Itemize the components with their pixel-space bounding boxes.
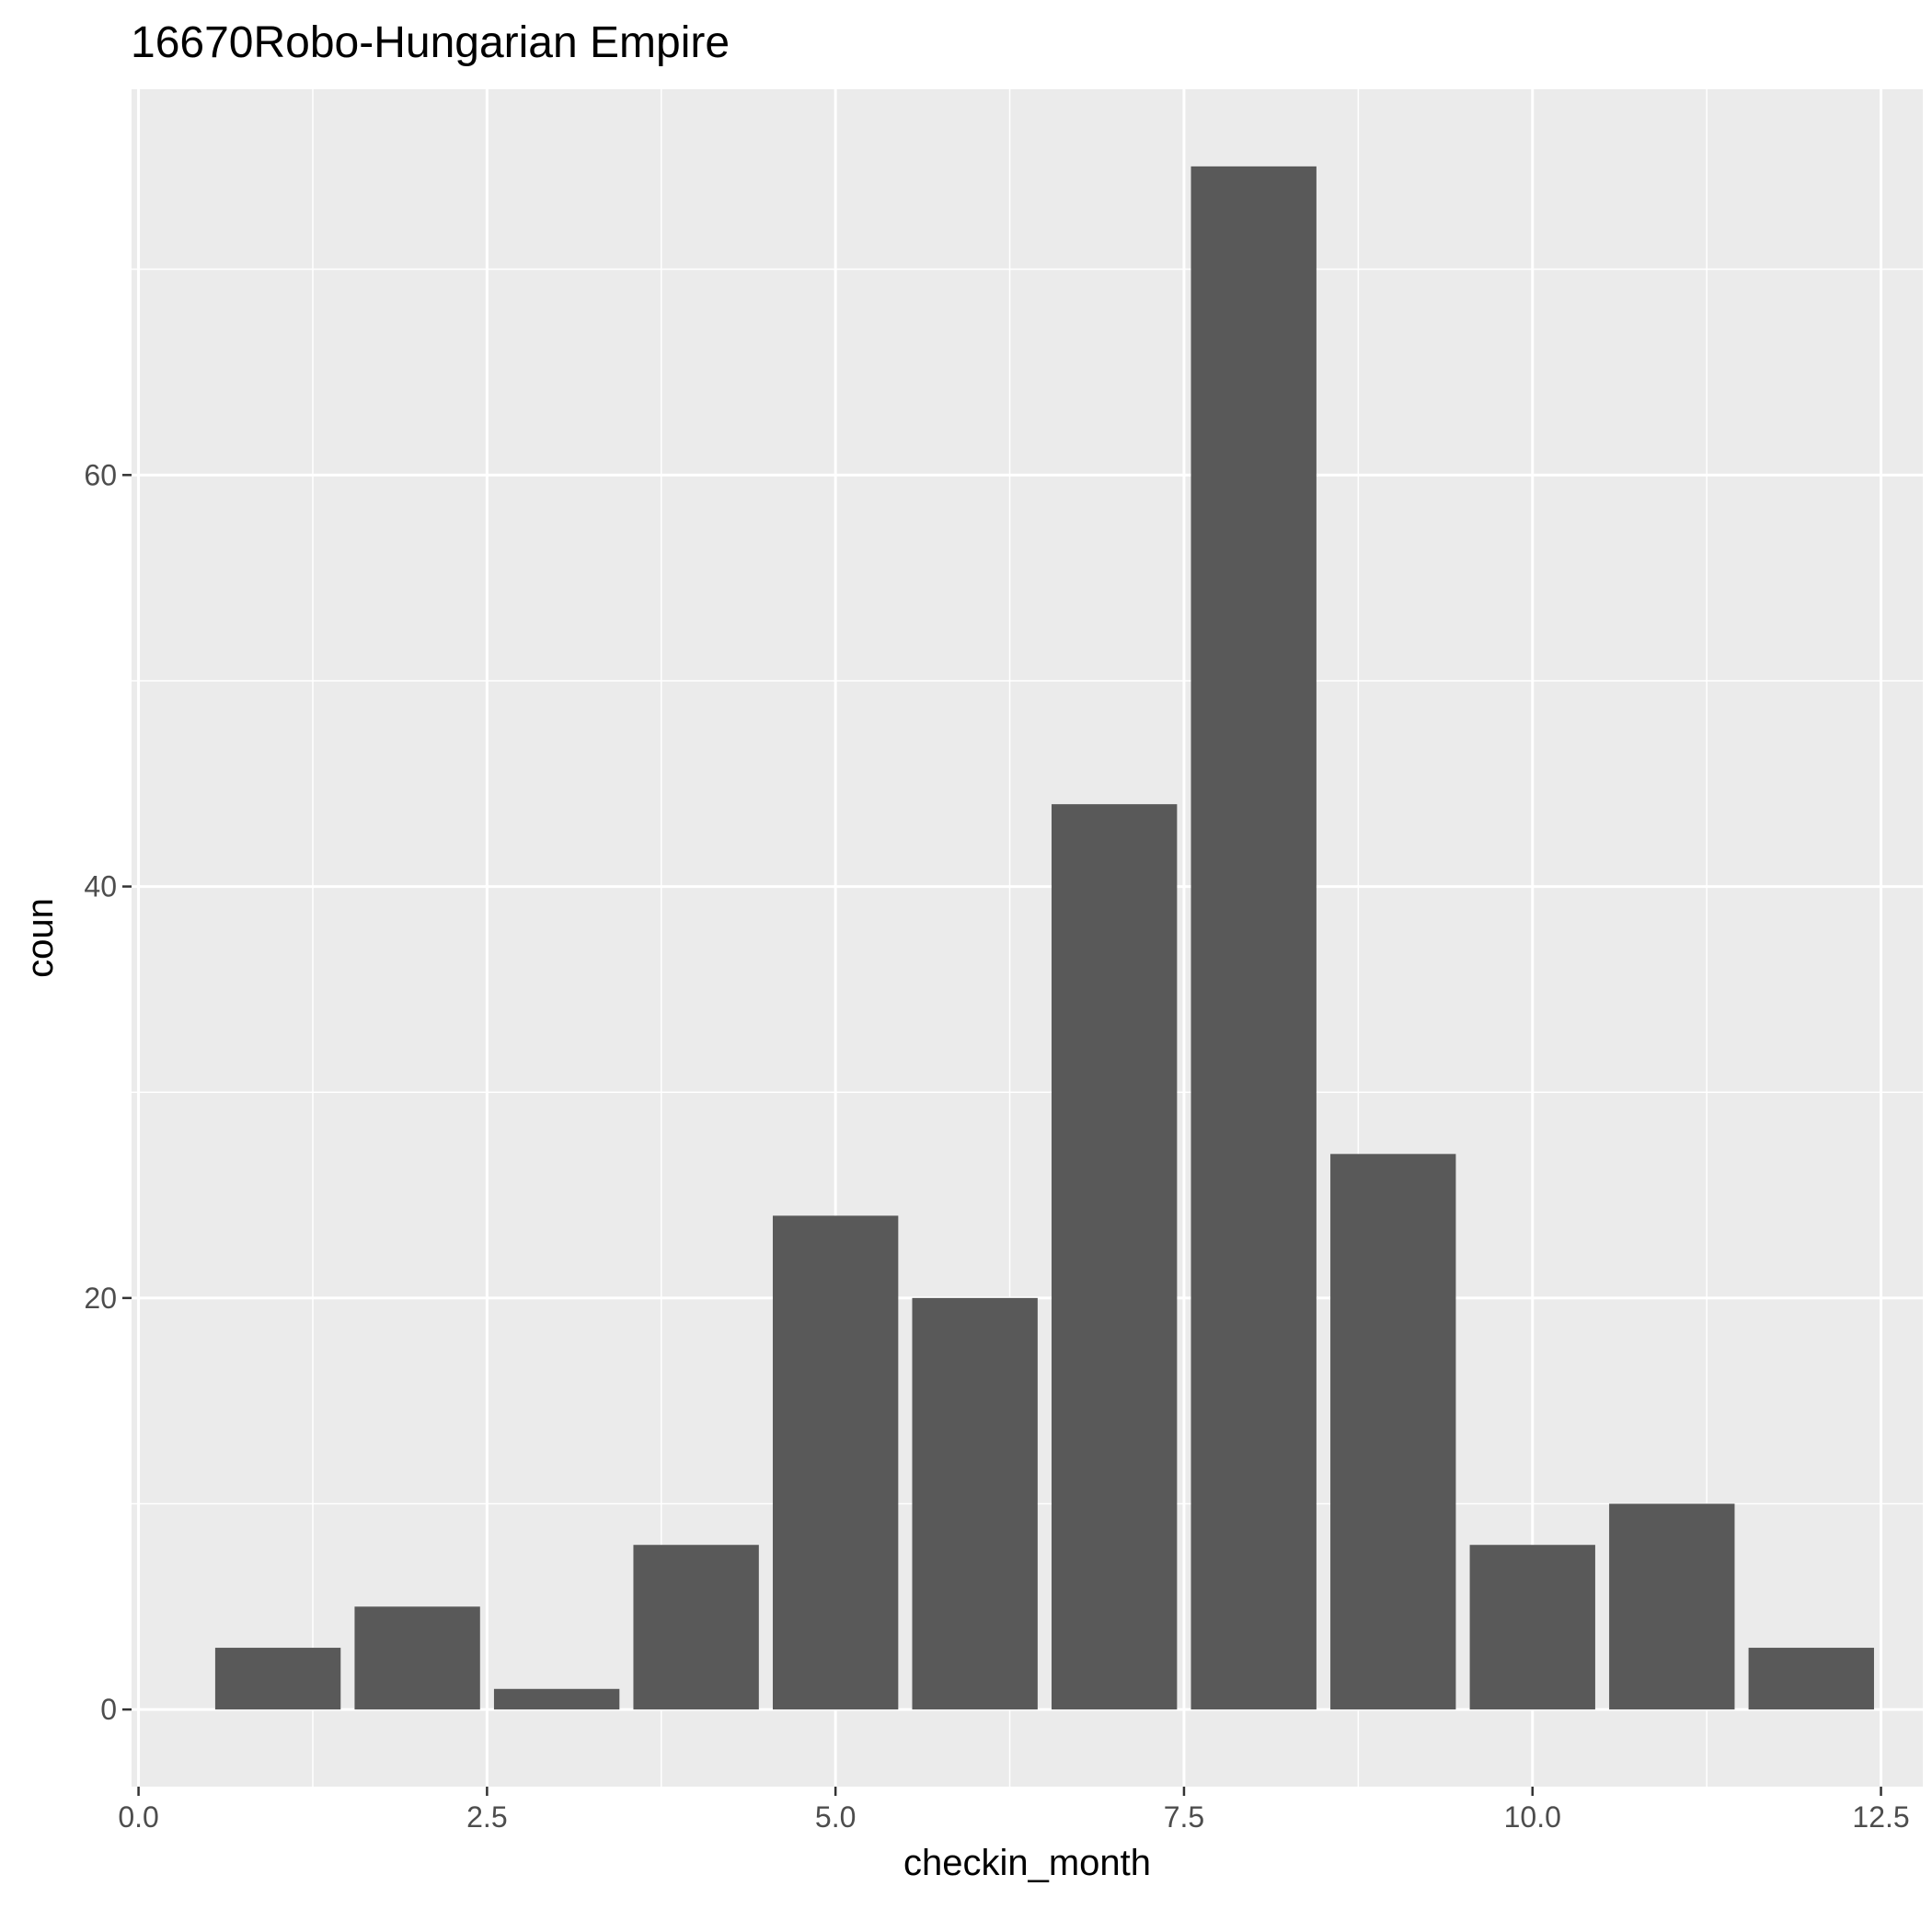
bar-month-5	[772, 1215, 899, 1710]
x-tick-label: 7.5	[1164, 1800, 1204, 1834]
y-tick-label: 40	[84, 870, 117, 903]
y-tick-label: 20	[84, 1282, 117, 1315]
x-tick-label: 2.5	[466, 1800, 507, 1834]
y-axis-title: coun	[20, 898, 61, 978]
bar-month-3	[493, 1688, 620, 1710]
bars	[214, 166, 1874, 1710]
bar-month-1	[214, 1648, 341, 1710]
x-axis: 0.0 2.5 5.0 7.5 10.0 12.5	[118, 1787, 1910, 1834]
bar-month-9	[1330, 1154, 1456, 1710]
bar-month-10	[1469, 1545, 1595, 1710]
x-axis-title: checkin_month	[903, 1843, 1151, 1883]
y-axis: 0 20 40 60	[84, 458, 132, 1726]
chart-title: 16670Robo-Hungarian Empire	[131, 18, 730, 67]
bar-month-8	[1190, 166, 1317, 1710]
y-tick-label: 0	[100, 1693, 117, 1726]
x-tick-label: 12.5	[1852, 1800, 1909, 1834]
x-tick-label: 0.0	[118, 1800, 158, 1834]
bar-month-11	[1609, 1503, 1735, 1710]
x-tick-label: 5.0	[815, 1800, 856, 1834]
x-tick-label: 10.0	[1504, 1800, 1561, 1834]
bar-month-4	[633, 1545, 759, 1710]
y-tick-label: 60	[84, 458, 117, 491]
bar-month-2	[354, 1606, 480, 1710]
bar-month-6	[912, 1297, 1038, 1710]
bar-month-7	[1052, 804, 1178, 1710]
bar-month-12	[1748, 1648, 1874, 1710]
